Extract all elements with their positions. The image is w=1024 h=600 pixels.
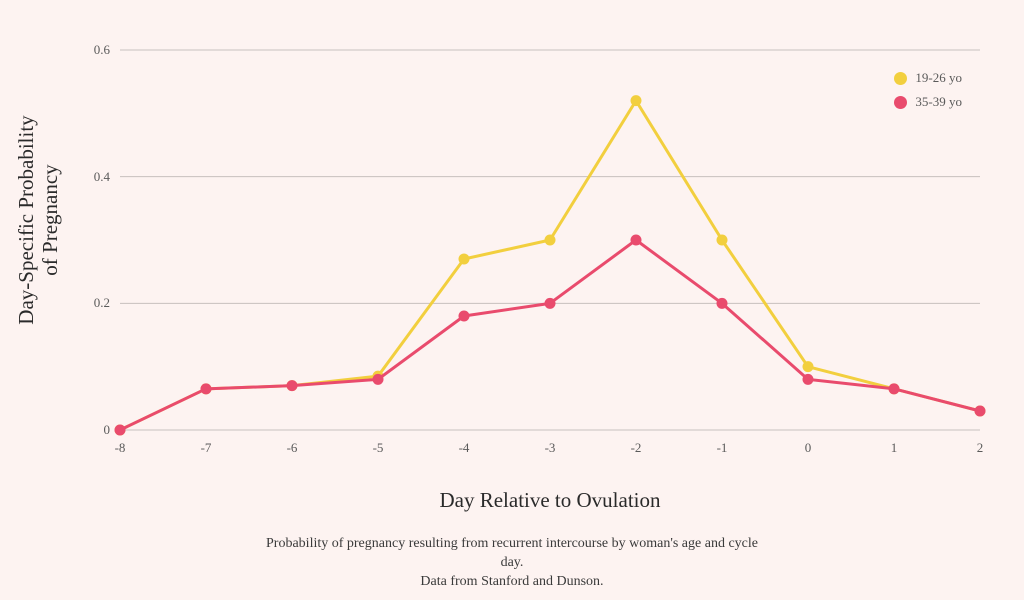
y-axis-label-line1: Day-Specific Probability [14,115,38,324]
x-tick-label: -6 [287,430,298,456]
legend-label: 19-26 yo [915,70,962,86]
series-marker [803,374,814,385]
series-marker [717,235,728,246]
chart-plot-area: 19-26 yo35-39 yo 00.20.40.6-8-7-6-5-4-3-… [120,50,980,430]
y-axis-label-line2: of Pregnancy [38,164,62,275]
x-tick-label: 2 [977,430,984,456]
legend-item: 19-26 yo [894,70,962,86]
x-tick-label: -3 [545,430,556,456]
x-tick-label: -8 [115,430,126,456]
x-tick-label: -5 [373,430,384,456]
series-marker [201,383,212,394]
x-tick-label: -1 [717,430,728,456]
y-tick-label: 0.6 [94,42,120,58]
legend-item: 35-39 yo [894,94,962,110]
caption-line2: Data from Stanford and Dunson. [420,574,603,589]
series-marker [803,361,814,372]
x-tick-label: -2 [631,430,642,456]
legend-label: 35-39 yo [915,94,962,110]
series-marker [717,298,728,309]
series-marker [545,298,556,309]
x-tick-label: -7 [201,430,212,456]
x-tick-label: -4 [459,430,470,456]
series-marker [631,235,642,246]
x-axis-label: Day Relative to Ovulation [439,488,660,513]
x-tick-label: 0 [805,430,812,456]
legend-dot-icon [894,96,907,109]
y-tick-label: 0.4 [94,169,120,185]
series-marker [975,406,986,417]
chart-svg [120,50,980,430]
caption-line1: Probability of pregnancy resulting from … [266,536,758,570]
series-line [120,101,980,430]
series-marker [545,235,556,246]
y-tick-label: 0.2 [94,295,120,311]
series-marker [889,383,900,394]
chart-legend: 19-26 yo 35-39 yo [894,70,962,118]
legend-dot-icon [894,72,907,85]
series-marker [287,380,298,391]
series-line [120,240,980,430]
y-axis-label: Day-Specific Probability of Pregnancy [14,115,62,324]
series-marker [459,254,470,265]
chart-caption: Probability of pregnancy resulting from … [256,535,768,592]
series-marker [373,374,384,385]
series-marker [631,95,642,106]
x-tick-label: 1 [891,430,898,456]
series-marker [459,311,470,322]
